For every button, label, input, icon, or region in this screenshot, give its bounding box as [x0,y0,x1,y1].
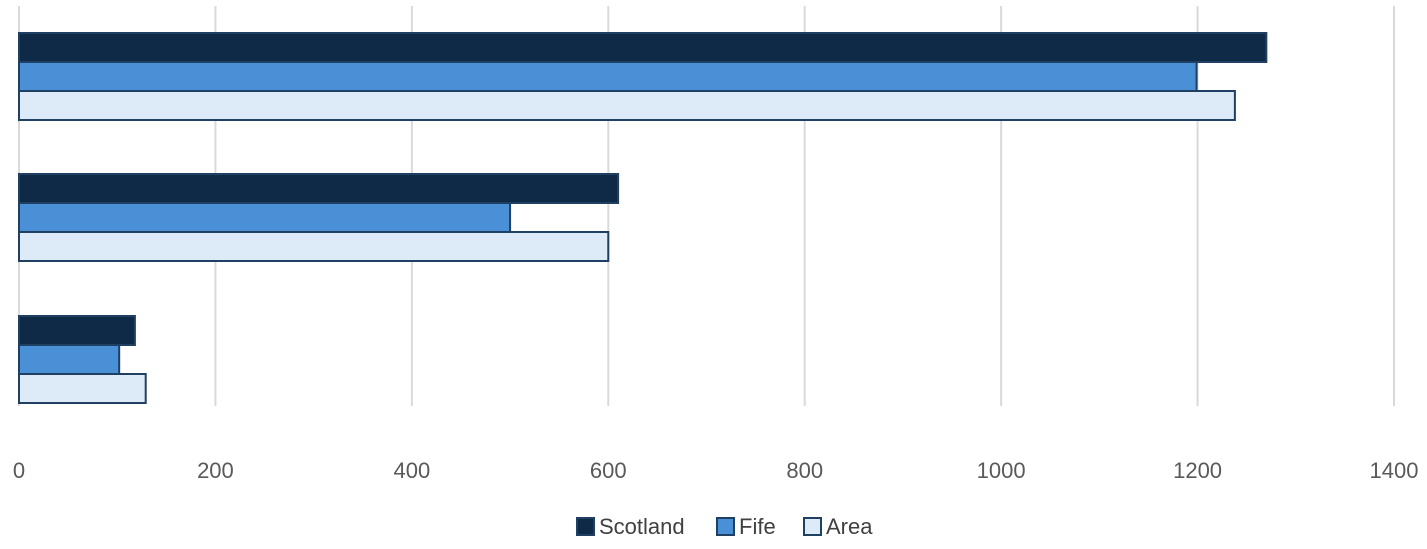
legend-swatch-area [803,517,822,536]
bar-scotland-1 [18,32,1268,63]
legend: Scotland Fife Area [576,514,873,539]
bar-scotland-2 [18,173,620,204]
x-tick-label-400: 400 [393,458,430,483]
legend-label-fife: Fife [739,514,776,539]
bar-fife-1 [18,61,1198,92]
bar-area-3 [18,373,147,404]
bar-area-1 [18,90,1236,121]
x-tick-label-600: 600 [590,458,627,483]
x-tick-label-200: 200 [197,458,234,483]
legend-swatch-scotland [576,517,595,536]
bars [18,32,1268,404]
x-tick-label-1200: 1200 [1173,458,1222,483]
legend-label-scotland: Scotland [599,514,685,539]
bar-fife-3 [18,344,121,375]
x-tick-label-800: 800 [786,458,823,483]
x-axis: 0 200 400 600 800 1000 1200 1400 [13,458,1419,483]
legend-label-area: Area [826,514,873,539]
bar-fife-2 [18,202,512,233]
x-tick-label-1400: 1400 [1370,458,1419,483]
legend-swatch-fife [716,517,735,536]
bar-scotland-3 [18,315,136,346]
x-tick-label-1000: 1000 [977,458,1026,483]
x-tick-label-0: 0 [13,458,25,483]
bar-area-2 [18,231,610,262]
